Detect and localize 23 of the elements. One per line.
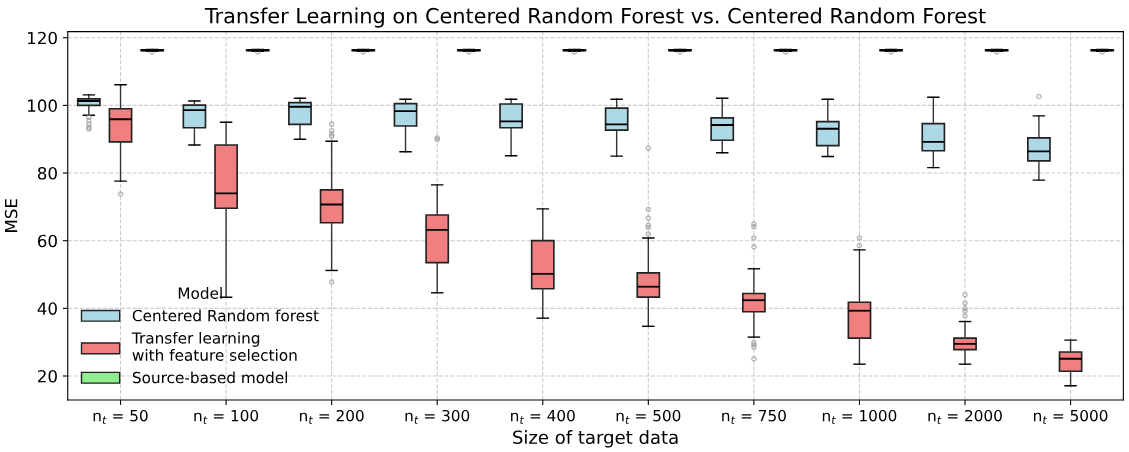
y-tick-label: 20 bbox=[38, 369, 57, 383]
x-tick-label: n$_{t}$ = 100 bbox=[194, 409, 259, 424]
y-tick-label: 60 bbox=[37, 234, 57, 248]
y-tick-label: 100 bbox=[28, 99, 57, 112]
y-tick-label: 80 bbox=[37, 167, 57, 180]
x-tick-label: n$_{t}$ = 750 bbox=[722, 409, 786, 424]
x-tick-label: n$_{t}$ = 300 bbox=[405, 409, 470, 424]
x-axis-title: Size of target data bbox=[513, 430, 678, 448]
x-tick-label: n$_{t}$ = 2000 bbox=[928, 409, 1002, 424]
x-tick-label: n$_{t}$ = 5000 bbox=[1034, 409, 1108, 424]
chart-title: Transfer Learning on Centered Random Forest vs. Centered Random Forest bbox=[204, 7, 986, 28]
x-tick-label: n$_{t}$ = 1000 bbox=[822, 409, 897, 424]
legend-title: Model bbox=[178, 287, 222, 299]
x-tick-label: n$_{t}$ = 500 bbox=[616, 409, 681, 424]
x-tick-label: n$_{t}$ = 50 bbox=[93, 409, 148, 424]
legend-label: Transfer learning with feature selection bbox=[131, 331, 297, 361]
y-tick-label: 120 bbox=[28, 31, 57, 45]
x-tick-label: n$_{t}$ = 200 bbox=[299, 409, 364, 424]
y-axis-title: MSE bbox=[4, 199, 18, 232]
y-tick-label: 40 bbox=[37, 302, 57, 315]
x-tick-label: n$_{t}$ = 400 bbox=[511, 409, 575, 424]
legend-label: Source-based model bbox=[132, 371, 287, 384]
legend-label: Centered Random forest bbox=[132, 309, 319, 322]
